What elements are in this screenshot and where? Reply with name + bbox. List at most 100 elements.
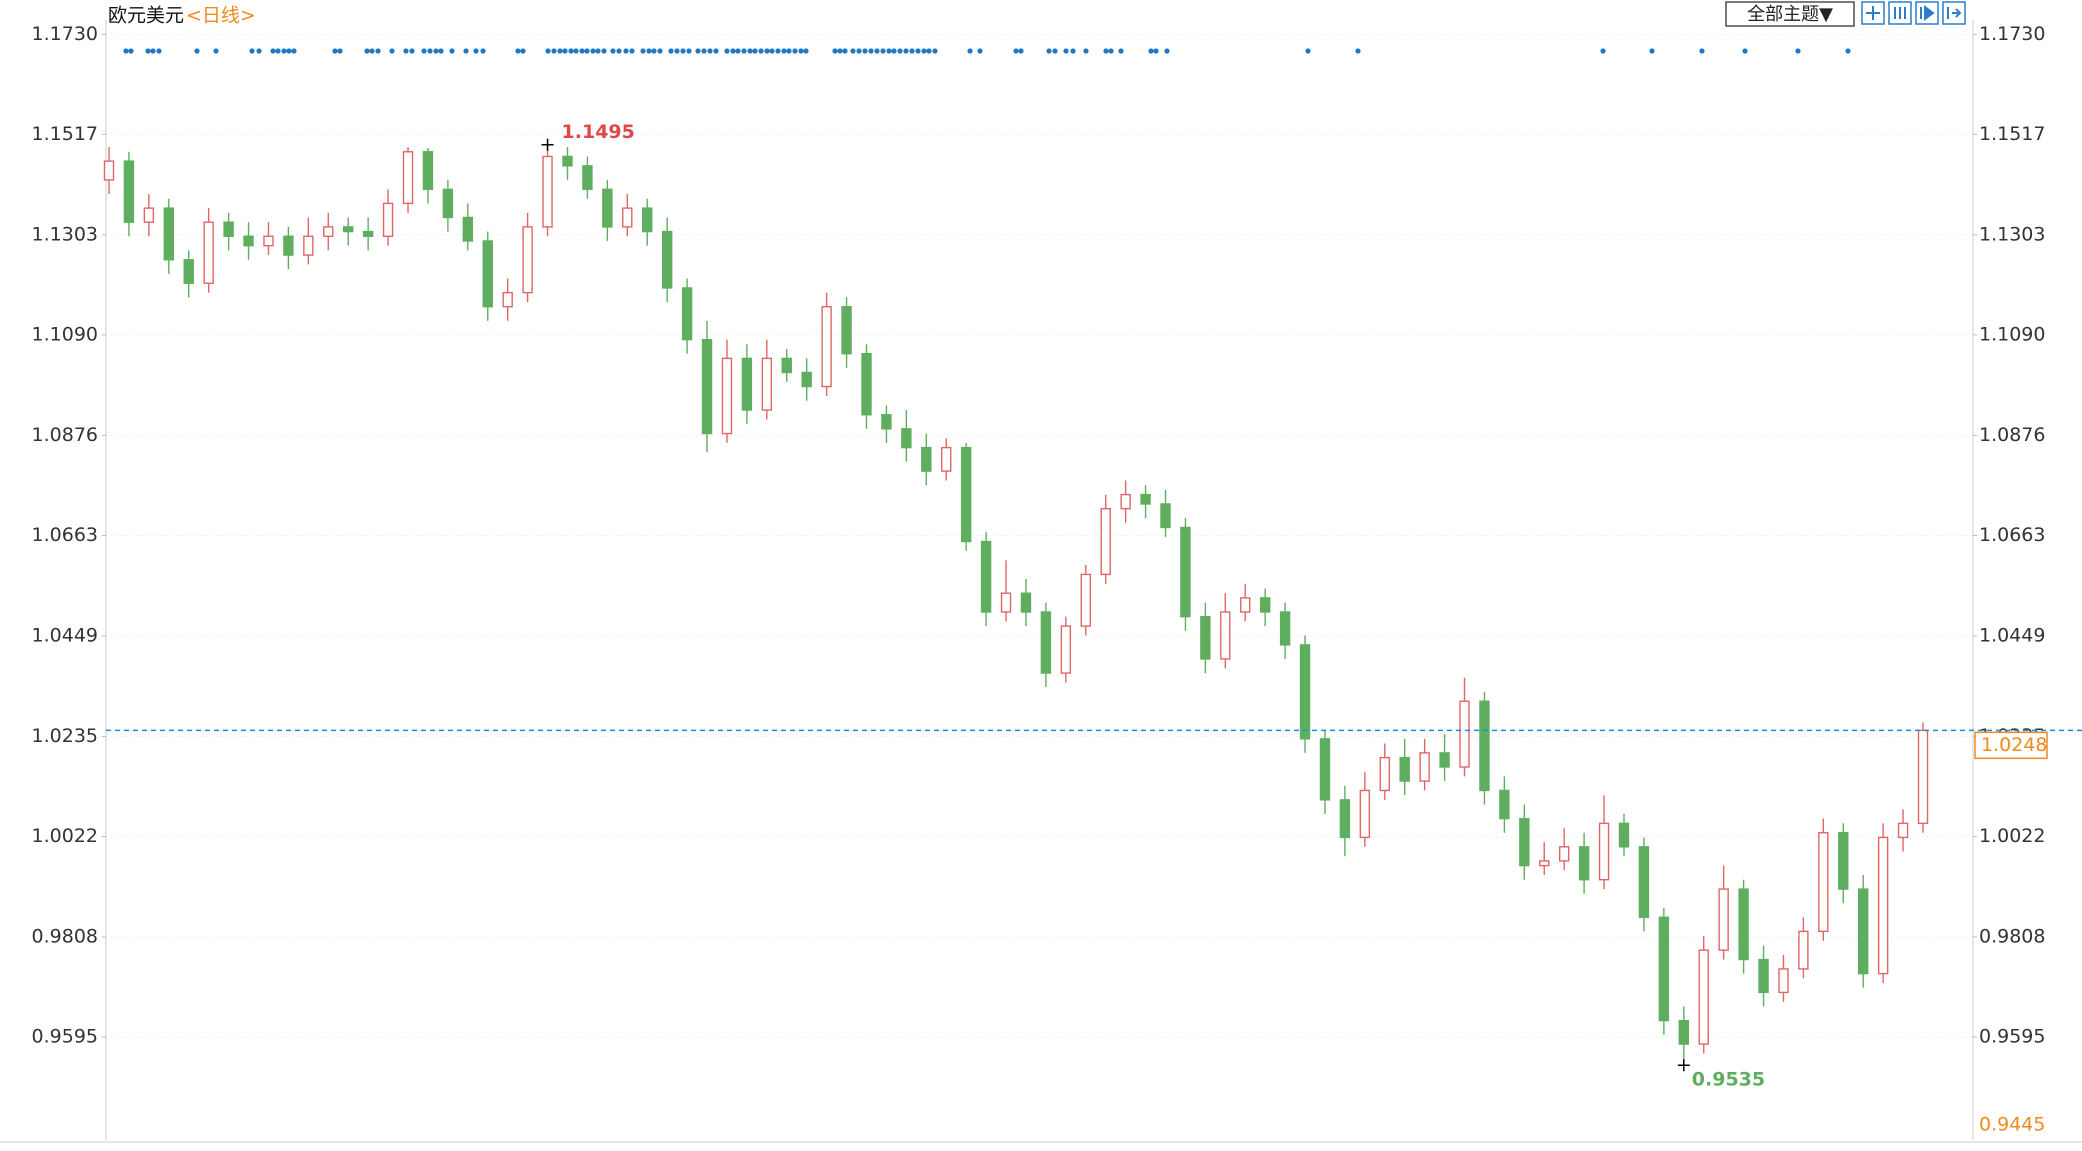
event-dot	[741, 48, 747, 54]
candle-body	[1618, 822, 1630, 848]
event-dot	[842, 48, 848, 54]
event-dot	[145, 48, 151, 54]
event-dot	[640, 48, 646, 54]
candle-body	[1100, 507, 1111, 576]
event-dot	[752, 48, 758, 54]
event-dot	[551, 48, 557, 54]
event-dot	[1070, 48, 1076, 54]
candle-body	[143, 207, 155, 223]
event-dot	[1148, 48, 1154, 54]
candle-body	[362, 230, 374, 237]
candle-body	[821, 306, 832, 388]
candle-body	[1658, 916, 1670, 1022]
y2-tick-label: 1.1090	[1979, 323, 2045, 345]
candle-body	[1359, 789, 1371, 839]
y2-tick-label: 0.9808	[1979, 925, 2045, 947]
event-dot	[1052, 48, 1058, 54]
event-dot	[557, 48, 563, 54]
event-dot	[880, 48, 886, 54]
candle-body	[1040, 611, 1052, 674]
candle-body	[1917, 729, 1929, 825]
event-dot	[623, 48, 629, 54]
candle-body	[841, 306, 852, 355]
candle-body	[881, 414, 892, 430]
event-dot	[686, 48, 692, 54]
event-dot	[128, 48, 134, 54]
event-dot	[545, 48, 551, 54]
candle-body	[761, 357, 773, 411]
theme-button[interactable]: 全部主题▼	[1725, 1, 1855, 27]
candle-body	[642, 207, 653, 233]
low-label: 0.9535	[1692, 1069, 1765, 1091]
event-dot	[473, 48, 479, 54]
y-tick-label: 1.0663	[32, 524, 98, 546]
event-dot	[601, 48, 607, 54]
event-dot	[735, 48, 741, 54]
candle-body	[502, 291, 513, 308]
candle-body	[741, 357, 753, 411]
candle-body	[402, 151, 414, 205]
event-dot	[646, 48, 652, 54]
event-dot	[850, 48, 856, 54]
candle-body	[681, 287, 693, 341]
event-dot	[332, 48, 338, 54]
candle-body	[542, 155, 553, 228]
y-tick-label: 0.9808	[32, 925, 98, 947]
candle-body	[1558, 846, 1570, 862]
event-dot	[909, 48, 915, 54]
candle-body	[861, 352, 872, 416]
event-dot	[837, 48, 843, 54]
event-dot	[707, 48, 713, 54]
candle-body	[1738, 888, 1749, 961]
candle-body	[801, 371, 812, 388]
event-dot	[156, 48, 162, 54]
low-marker	[1677, 1059, 1690, 1072]
candle-body	[1499, 789, 1510, 820]
candle-body	[1240, 597, 1251, 613]
candle-body	[1080, 573, 1091, 627]
candle-body	[960, 446, 972, 543]
theme-button-label[interactable]: 全部主题▼	[1747, 4, 1833, 25]
bottom-label: 0.9445	[1979, 1114, 2045, 1136]
event-dot	[480, 48, 486, 54]
last-price-box	[1974, 731, 2048, 760]
event-dot	[657, 48, 663, 54]
event-dot	[515, 48, 521, 54]
event-dot	[926, 48, 932, 54]
event-dot	[1795, 48, 1801, 54]
candle-body	[602, 188, 613, 228]
event-dot	[616, 48, 622, 54]
y-tick-label: 1.0022	[32, 825, 98, 847]
event-dot	[786, 48, 792, 54]
event-dot	[886, 48, 892, 54]
y-tick-label: 1.1517	[32, 123, 98, 145]
candle-body	[163, 207, 175, 261]
event-dot	[1649, 48, 1655, 54]
high-marker	[541, 138, 554, 151]
last-price-label: 1.0248	[1981, 734, 2047, 756]
event-dot	[270, 48, 276, 54]
candle-body	[1598, 822, 1610, 881]
candle-body	[1897, 822, 1909, 839]
event-dot	[427, 48, 433, 54]
event-dot	[409, 48, 415, 54]
candle-body	[263, 235, 274, 247]
candle-body	[382, 202, 394, 237]
candle-body	[1698, 949, 1709, 1045]
event-dot	[281, 48, 287, 54]
event-dot	[862, 48, 868, 54]
candle-body	[103, 160, 115, 181]
candle-body	[1539, 860, 1550, 867]
event-dot	[967, 48, 973, 54]
candle-body	[1798, 930, 1809, 970]
event-dot	[1600, 48, 1606, 54]
y-tick-label: 1.1303	[32, 223, 98, 245]
theme-button-box[interactable]	[1725, 1, 1855, 27]
y2-tick-label: 0.9595	[1979, 1026, 2045, 1048]
chart-subtitle[interactable]: <日线>	[186, 5, 256, 27]
event-dot	[915, 48, 921, 54]
candle-body	[1678, 1019, 1689, 1045]
event-dot	[695, 48, 701, 54]
candle-body	[562, 155, 573, 167]
